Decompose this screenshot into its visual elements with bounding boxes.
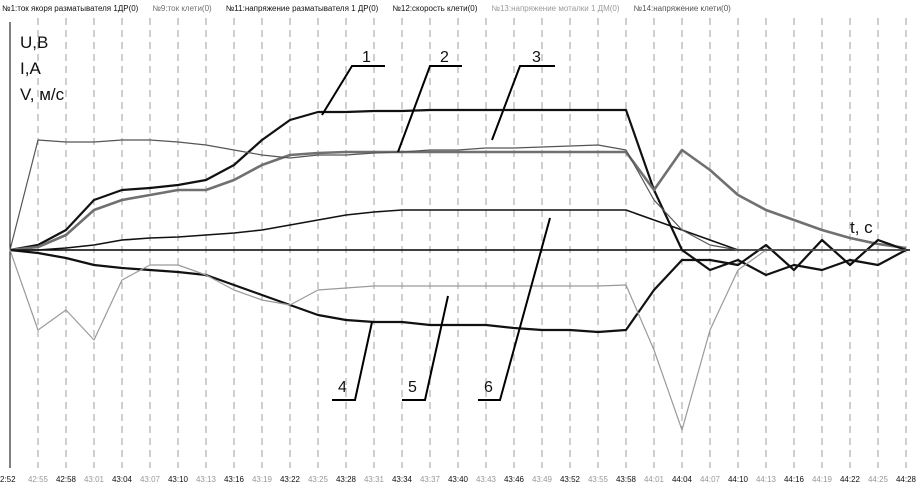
x-tick-label: 43:13: [196, 475, 217, 484]
x-tick-label: 44:01: [644, 475, 665, 484]
leader-line: [321, 65, 385, 116]
x-tick-label: 42:58: [56, 475, 77, 484]
curve-label: 2: [440, 49, 449, 66]
x-tick-label: 44:10: [728, 475, 749, 484]
x-tick-label: 43:37: [420, 475, 441, 484]
x-tick-label: 43:40: [448, 475, 469, 484]
curves: [9, 108, 907, 431]
x-tick-label: 43:22: [280, 475, 301, 484]
x-axis-label: t, c: [850, 218, 873, 237]
x-tick-label: 44:25: [868, 475, 889, 484]
leader-line: [332, 321, 373, 401]
x-tick-label: 43:31: [364, 475, 385, 484]
x-tick-label: 43:28: [336, 475, 357, 484]
x-tick-label: 44:07: [700, 475, 721, 484]
grid: [37, 18, 907, 468]
x-tick-label: 43:16: [224, 475, 245, 484]
series-line: [9, 249, 906, 431]
y-axis-label: I,A: [20, 59, 41, 78]
x-tick-labels: 2:52 42:55 42:58 43:01 43:04 43:07 43:10 43:13 4…: [0, 475, 917, 484]
series-line: [9, 148, 907, 252]
legend-entry: №11:напряжение разматывателя 1 ДР(0): [226, 4, 379, 13]
x-tick-label: 43:01: [84, 475, 105, 484]
x-tick-label: 44:04: [672, 475, 693, 484]
x-tick-label: 43:07: [140, 475, 161, 484]
legend-entry: №12:скорость клети(0): [392, 4, 477, 13]
x-tick-label: 44:22: [840, 475, 861, 484]
x-tick-label: 44:13: [756, 475, 777, 484]
x-tick-label: 43:19: [252, 475, 273, 484]
leader-line: [491, 65, 555, 141]
legend-entry: №14:напряжение клети(0): [634, 4, 732, 13]
legend-entry: №13:напряжение моталки 1 ДМ(0): [491, 4, 619, 13]
curve-label: 6: [484, 379, 493, 396]
legend: №1:ток якоря разматывателя 1ДР(0) №9:ток …: [2, 4, 731, 13]
x-tick-label: 44:19: [812, 475, 833, 484]
x-tick-label: 42:55: [28, 475, 49, 484]
x-tick-label: 43:10: [168, 475, 189, 484]
x-tick-label: 43:49: [532, 475, 553, 484]
x-tick-label: 43:46: [504, 475, 525, 484]
curve-label: 1: [362, 49, 371, 66]
y-axis-label: U,B: [20, 33, 48, 52]
legend-entry: №1:ток якоря разматывателя 1ДР(0): [2, 4, 139, 13]
leader-line: [397, 65, 462, 153]
leader-line: [478, 217, 551, 401]
series-line: [9, 139, 906, 251]
leader-line: [402, 295, 449, 401]
x-tick-label: 43:58: [616, 475, 637, 484]
series-line: [9, 238, 907, 334]
x-tick-label: 43:43: [476, 475, 497, 484]
curve-label: 3: [532, 49, 541, 66]
curve-label: 4: [338, 379, 347, 396]
x-tick-label: 43:52: [560, 475, 581, 484]
curve-label: 5: [408, 379, 417, 396]
x-tick-label: 43:25: [308, 475, 329, 484]
x-tick-label: 43:34: [392, 475, 413, 484]
x-tick-label: 44:28: [896, 475, 917, 484]
x-tick-label: 43:04: [112, 475, 133, 484]
x-tick-label: 2:52: [0, 475, 16, 484]
x-tick-label: 44:16: [784, 475, 805, 484]
leaders: [321, 65, 555, 401]
legend-entry: №9:ток клети(0): [152, 4, 212, 13]
y-axis-label: V, м/с: [20, 85, 65, 104]
series-line: [9, 108, 907, 277]
x-tick-label: 43:55: [588, 475, 609, 484]
